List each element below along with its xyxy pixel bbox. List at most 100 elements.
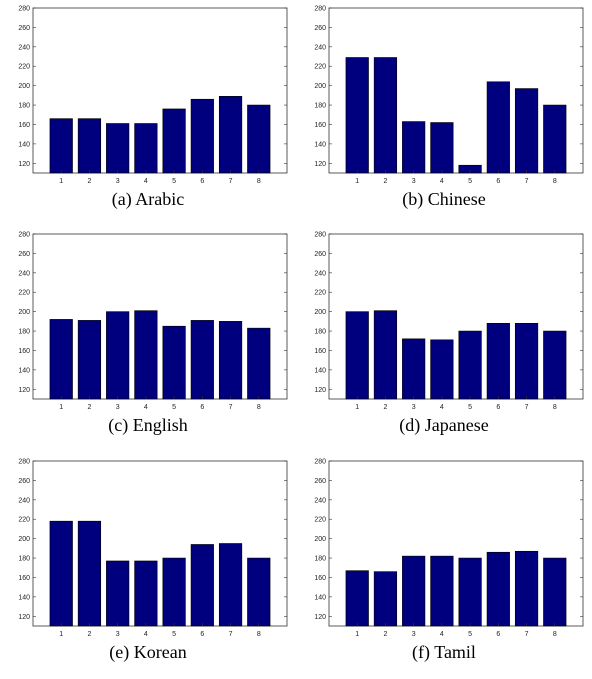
bar [49,118,73,174]
x-tick-label: 5 [172,631,176,638]
y-tick-label: 140 [18,594,30,601]
x-tick-label: 8 [553,404,557,411]
bar [514,550,539,627]
bar [543,330,567,400]
y-tick-label: 160 [314,348,326,355]
y-tick-label: 220 [314,290,326,297]
x-tick-label: 7 [525,631,529,638]
y-tick-label: 260 [314,478,326,485]
x-tick-label: 8 [257,404,261,411]
bar [247,557,271,627]
chart-panel-arabic: 120 140 160 180 200 220 240 260 280 1 2 3 4 5 6 7 8 (a) … [0,0,296,226]
y-tick-label: 140 [314,367,326,374]
y-tick-label: 240 [18,270,30,277]
y-tick-label: 280 [18,232,30,239]
x-tick-label: 1 [59,404,63,411]
y-tick-label: 120 [314,614,326,621]
bar [430,339,454,400]
x-tick-label: 1 [59,178,63,185]
bar-chart-arabic: 120 140 160 180 200 220 240 260 280 1 2 3 4 5 6 7 8 [18,6,288,185]
bar-chart-korean: 120 140 160 180 200 220 240 260 280 1 2 3 4 5 6 7 8 [18,459,288,638]
x-tick-label: 6 [200,178,204,185]
bar [247,104,271,174]
y-tick-label: 260 [18,478,30,485]
bar [162,325,186,400]
y-tick-label: 120 [18,161,30,168]
bar [106,123,130,174]
chart-panel-chinese: 120 140 160 180 200 220 240 260 280 1 2 3 4 5 6 7 8 (b) … [296,0,592,226]
x-tick-label: 2 [87,631,91,638]
plot-frame [328,460,584,627]
x-tick-label: 6 [200,631,204,638]
x-tick-label: 7 [229,404,233,411]
y-tick-label: 200 [18,83,30,90]
chart-caption: (c) English [108,415,188,435]
bar [134,310,158,400]
x-tick-label: 1 [355,631,359,638]
y-tick-label: 260 [314,25,326,32]
y-tick-label: 200 [314,309,326,316]
y-tick-label: 120 [18,614,30,621]
y-tick-label: 200 [18,309,30,316]
y-tick-label: 240 [18,44,30,51]
y-tick-label: 180 [18,103,30,110]
x-tick-label: 6 [496,404,500,411]
y-tick-label: 220 [314,64,326,71]
y-tick-label: 220 [18,64,30,71]
bar [190,98,214,174]
bar [345,57,369,174]
y-tick-label: 200 [314,536,326,543]
bar [162,108,186,174]
x-tick-label: 5 [468,404,472,411]
bar [247,327,271,400]
plot-frame [328,7,584,174]
bar [543,104,567,174]
y-tick-label: 160 [18,122,30,129]
bar [402,121,426,174]
x-tick-label: 6 [496,178,500,185]
y-tick-label: 280 [314,232,326,239]
x-tick-label: 7 [229,631,233,638]
x-tick-label: 4 [144,631,148,638]
bar [77,320,102,400]
x-tick-label: 6 [200,404,204,411]
plot-frame [32,7,288,174]
chart-panel-korean: 120 140 160 180 200 220 240 260 280 1 2 3 4 5 6 7 8 (e) … [0,453,296,679]
bar [49,319,73,400]
y-tick-label: 180 [18,329,30,336]
y-tick-label: 260 [314,251,326,258]
bar [458,557,482,627]
bar [106,311,130,400]
bar [486,322,510,400]
x-tick-label: 4 [144,404,148,411]
x-tick-label: 3 [412,631,416,638]
chart-caption: (b) Chinese [402,189,486,209]
bar [373,571,398,627]
y-tick-label: 280 [18,6,30,13]
bar [373,57,398,174]
x-tick-label: 3 [412,178,416,185]
y-tick-label: 240 [314,270,326,277]
bar [218,543,243,627]
x-tick-label: 7 [525,178,529,185]
bar [77,520,102,627]
y-tick-label: 180 [314,329,326,336]
y-tick-label: 280 [314,6,326,13]
x-tick-label: 5 [172,178,176,185]
x-tick-label: 8 [553,631,557,638]
x-tick-label: 7 [229,178,233,185]
chart-caption: (f) Tamil [412,642,476,662]
chart-caption: (e) Korean [109,642,187,662]
bar [543,557,567,627]
x-tick-label: 5 [468,178,472,185]
y-tick-label: 260 [18,251,30,258]
bar [486,81,510,174]
y-tick-label: 160 [18,575,30,582]
bar [134,123,158,174]
bar [345,570,369,627]
y-tick-label: 160 [18,348,30,355]
y-tick-label: 240 [314,497,326,504]
chart-panel-japanese: 120 140 160 180 200 220 240 260 280 1 2 3 4 5 6 7 8 (d) … [296,226,592,452]
bar [218,321,243,400]
bar-chart-chinese: 120 140 160 180 200 220 240 260 280 1 2 3 4 5 6 7 8 [314,6,584,185]
